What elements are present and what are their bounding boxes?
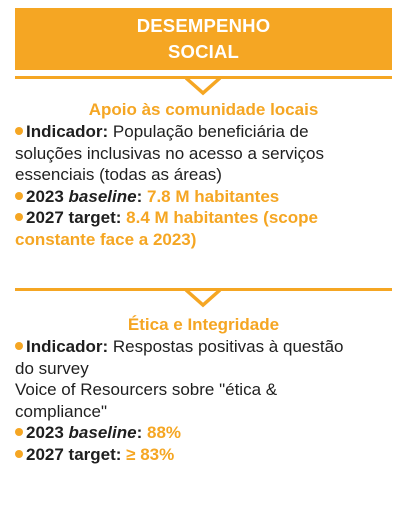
bullet-dot-icon (15, 449, 23, 458)
indicator-text-cont: essenciais (todas as áreas) (15, 165, 222, 184)
bullet-dot-icon (15, 213, 23, 221)
baseline-row: 2023 baseline: 88% (15, 422, 400, 444)
indicator-text: População beneficiária de (112, 122, 309, 141)
section-title-ethics: Ética e Integridade (127, 315, 280, 334)
baseline-row: 2023 baseline: 7.8 M habitantes (15, 186, 400, 208)
baseline-colon: : (136, 186, 143, 206)
indicator-label: Indicador: (26, 337, 109, 356)
target-label: 2027 target: (26, 208, 122, 227)
indicator-text-cont: soluções inclusivas no acesso a serviços (15, 143, 324, 163)
baseline-year: 2023 (26, 423, 69, 442)
chevron-down-icon (184, 288, 222, 308)
bullet-dot-icon (15, 127, 23, 135)
section-header-banner: DESEMPENHO SOCIAL (15, 8, 392, 70)
indicator-text-cont: Voice of Resourcers sobre "ética & (15, 380, 278, 399)
baseline-word: baseline (68, 186, 137, 206)
target-row: 2027 target: 8.4 M habitantes (scope (15, 207, 400, 229)
divider-1 (15, 72, 392, 98)
baseline-value: 7.8 M habitantes (147, 186, 280, 206)
indicator-text: Respostas positivas à questão (112, 337, 344, 356)
target-label: 2027 target: (26, 444, 122, 464)
target-row: 2027 target: ≥ 83% (15, 444, 400, 466)
section-community: Apoio às comunidade locais Indicador: Po… (15, 99, 400, 250)
indicator-text-cont: compliance" (15, 401, 108, 421)
indicator-row: Indicador: Respostas positivas à questão (15, 336, 400, 358)
baseline-colon: : (136, 423, 143, 442)
target-value: 8.4 M habitantes (scope (126, 208, 318, 227)
bullet-dot-icon (15, 191, 23, 200)
target-value-cont: constante face a 2023) (15, 229, 197, 249)
bullet-dot-icon (15, 342, 23, 350)
divider-2 (15, 284, 392, 310)
indicator-row: Indicador: População beneficiária de (15, 121, 400, 143)
header-title-line2: SOCIAL (167, 41, 240, 62)
bullet-dot-icon (15, 428, 23, 436)
section-title-community: Apoio às comunidade locais (88, 100, 319, 119)
baseline-year: 2023 (26, 186, 69, 206)
section-ethics: Ética e Integridade Indicador: Respostas… (15, 314, 400, 465)
baseline-word: baseline (68, 423, 137, 442)
baseline-value: 88% (147, 423, 182, 442)
chevron-down-icon (184, 76, 222, 96)
target-value: ≥ 83% (126, 444, 175, 464)
indicator-text-cont: do survey (15, 358, 89, 378)
header-title-line1: DESEMPENHO (136, 15, 271, 36)
indicator-label: Indicador: (26, 122, 109, 141)
